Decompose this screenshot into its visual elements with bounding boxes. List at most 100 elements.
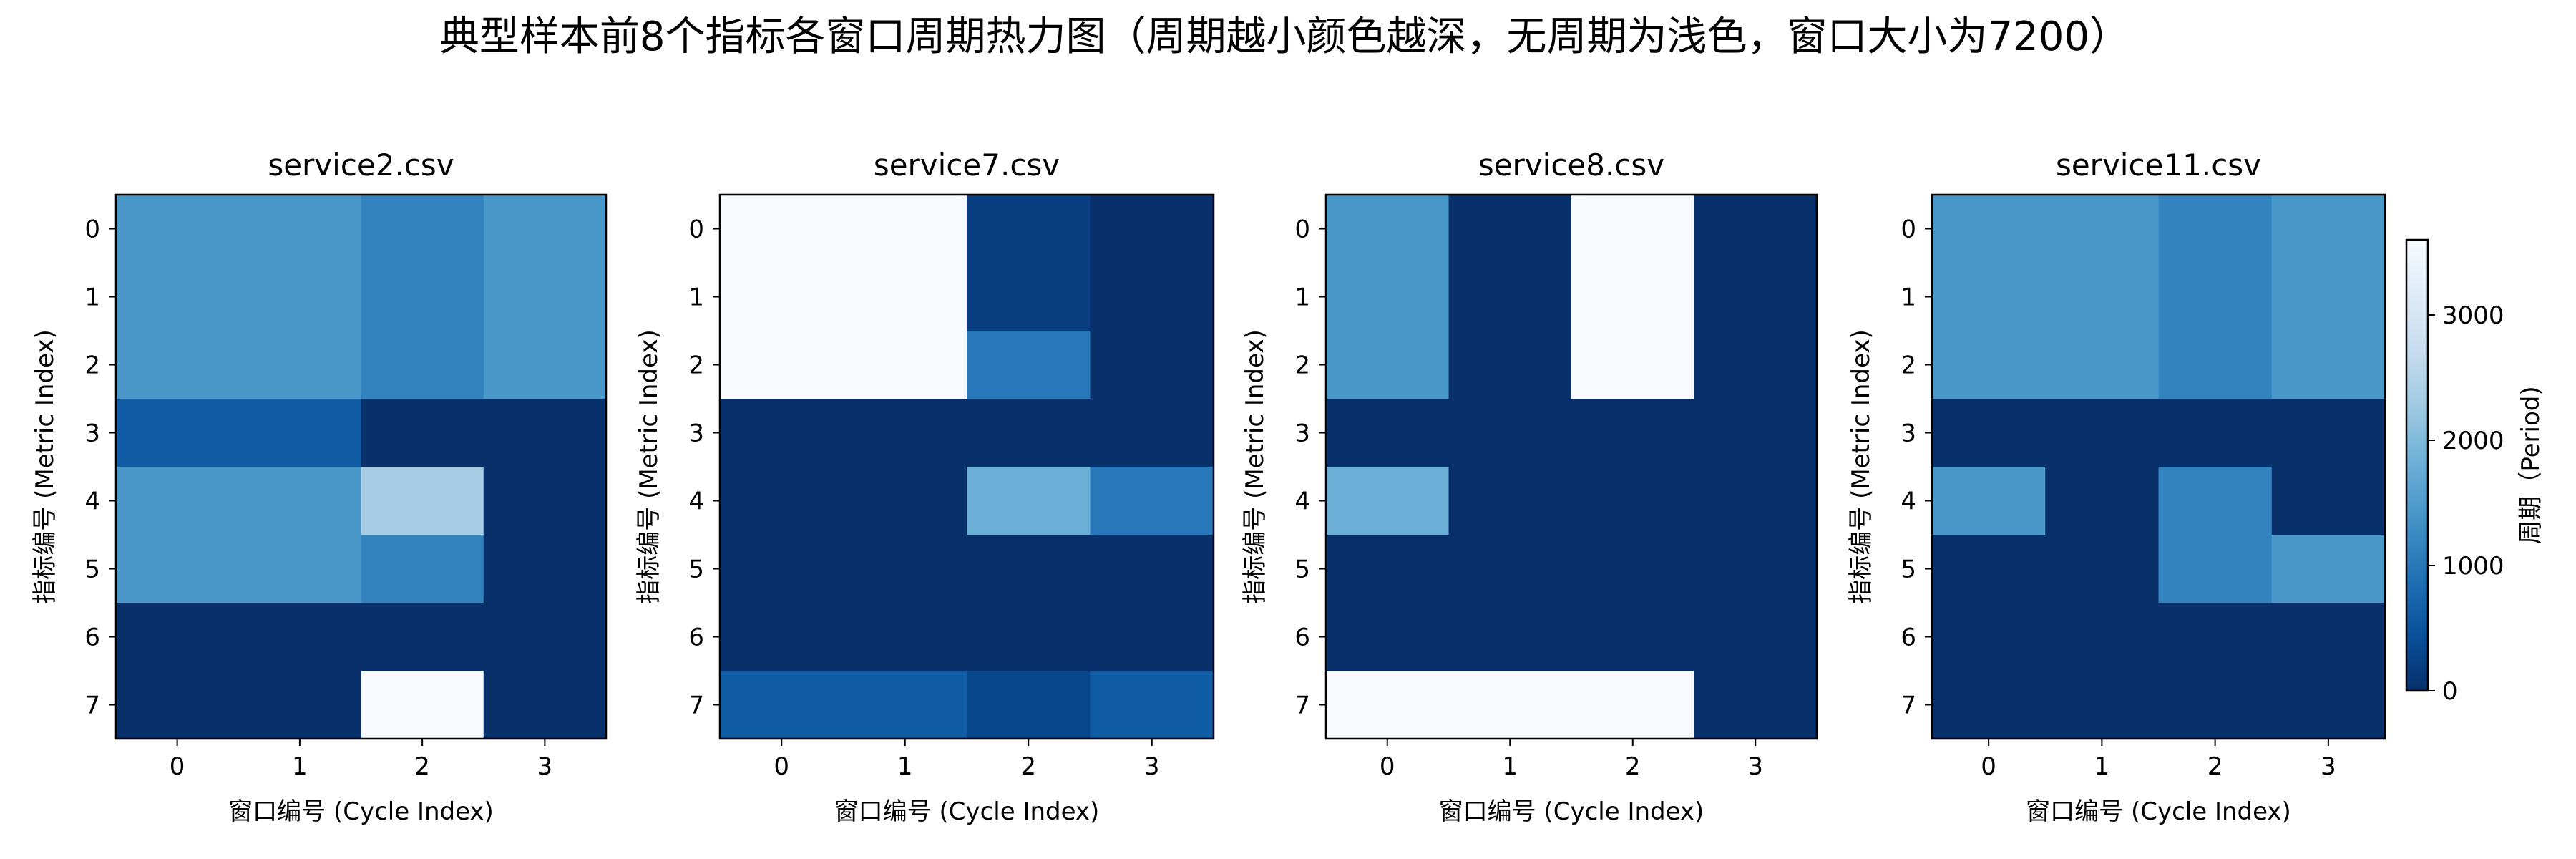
heatmap-cell [1326, 399, 1450, 467]
heatmap-cell [483, 263, 607, 331]
y-tick-label: 3 [688, 419, 704, 448]
x-tick-label: 3 [2321, 752, 2336, 781]
y-tick-label: 6 [84, 623, 100, 652]
y-tick-label: 1 [688, 283, 704, 312]
panel-title: service11.csv [2056, 147, 2261, 183]
heatmap-cell [1694, 535, 1818, 603]
x-tick-label: 1 [897, 752, 913, 781]
heatmap-cell [1932, 331, 2046, 399]
colorbar-gradient [2405, 238, 2429, 692]
heatmap-cell [1090, 331, 1214, 399]
heatmap-cell [361, 331, 484, 399]
heatmap-cell [2158, 603, 2273, 671]
x-tick-label: 3 [1144, 752, 1160, 781]
heatmap-cell [2158, 535, 2273, 603]
x-axis-label: 窗口编号 (Cycle Index) [834, 797, 1100, 826]
heatmap-cell [238, 195, 362, 263]
y-tick-label: 0 [688, 215, 704, 244]
y-tick-label: 1 [1901, 283, 1916, 312]
heatmap-cell [116, 263, 239, 331]
colorbar-tick-label: 1000 [2442, 552, 2504, 581]
heatmap-cell [2158, 671, 2273, 739]
colorbar-label: 周期（Period) [2517, 386, 2545, 544]
heatmap-cell [1448, 603, 1572, 671]
heatmap-cell [1090, 195, 1214, 263]
heatmap-cell [116, 331, 239, 399]
heatmap-cell [1448, 467, 1572, 535]
heatmap-cell [238, 263, 362, 331]
heatmap-cell [1932, 535, 2046, 603]
heatmap-cell [843, 399, 967, 467]
figure-title: 典型样本前8个指标各窗口周期热力图（周期越小颜色越深，无周期为浅色，窗口大小为7… [439, 14, 2129, 60]
heatmap-cell [1694, 603, 1818, 671]
y-tick-label: 5 [688, 555, 704, 584]
heatmap-cell [2045, 331, 2160, 399]
heatmap-cell [2271, 603, 2386, 671]
heatmap-cell [1326, 603, 1450, 671]
y-tick-label: 7 [1901, 691, 1916, 720]
heatmap-cell [843, 195, 967, 263]
heatmap-cell [843, 331, 967, 399]
heatmap-cell [1932, 263, 2046, 331]
heatmap-cell [1571, 399, 1695, 467]
colorbar-tick-label: 0 [2442, 677, 2458, 706]
heatmap-cell [720, 535, 844, 603]
y-tick-label: 0 [1901, 215, 1916, 244]
heatmap-cell [2045, 603, 2160, 671]
x-tick-label: 3 [1747, 752, 1763, 781]
heatmap-cell [1571, 671, 1695, 739]
heatmap-cell [116, 535, 239, 603]
x-axis-label: 窗口编号 (Cycle Index) [2026, 797, 2291, 826]
heatmap-cell [483, 467, 607, 535]
axes-frame [1324, 193, 1818, 740]
heatmap-cell [2271, 467, 2386, 535]
heatmap-cell [2045, 399, 2160, 467]
heatmap-cell [720, 603, 844, 671]
x-tick-label: 0 [1380, 752, 1395, 781]
heatmap-cell [483, 603, 607, 671]
heatmap-cell [2271, 671, 2386, 739]
heatmap-cell [1694, 263, 1818, 331]
heatmap-cell [967, 399, 1091, 467]
x-axis-label: 窗口编号 (Cycle Index) [1439, 797, 1704, 826]
heatmap-cell [238, 331, 362, 399]
heatmap-cell [967, 263, 1091, 331]
heatmap-cell [1326, 467, 1450, 535]
x-tick-label: 2 [2207, 752, 2223, 781]
y-tick-label: 3 [1901, 419, 1916, 448]
heatmap-cell [1932, 399, 2046, 467]
y-tick-label: 1 [84, 283, 100, 312]
heatmap-cell [483, 195, 607, 263]
colorbar-tick-label: 3000 [2442, 301, 2504, 330]
x-tick-label: 0 [170, 752, 185, 781]
heatmap-cell [116, 603, 239, 671]
heatmap-cell [361, 263, 484, 331]
heatmap-cell [1326, 671, 1450, 739]
y-tick-label: 7 [84, 691, 100, 720]
heatmap-cell [2158, 331, 2273, 399]
heatmap-cell [1326, 195, 1450, 263]
heatmap-cell [2158, 399, 2273, 467]
x-tick-label: 1 [2094, 752, 2110, 781]
heatmap-cell [1326, 331, 1450, 399]
y-tick-label: 4 [1294, 487, 1310, 516]
y-tick-label: 6 [1294, 623, 1310, 652]
x-tick-label: 3 [537, 752, 553, 781]
panel-service7-csv: service7.csv 0 1 2 3 4 5 6 7 0 1 2 3 窗口编号 (Cycle Inde… [635, 147, 1215, 826]
heatmap-cell [1090, 535, 1214, 603]
y-tick-label: 6 [688, 623, 704, 652]
heatmap-cell [483, 331, 607, 399]
y-tick-label: 5 [1901, 555, 1916, 584]
x-tick-label: 0 [1981, 752, 1996, 781]
heatmap-cell [720, 399, 844, 467]
y-tick-label: 5 [84, 555, 100, 584]
heatmap-cell [238, 399, 362, 467]
heatmap-cell [1571, 535, 1695, 603]
heatmap-cell [2158, 467, 2273, 535]
heatmap-cell [967, 195, 1091, 263]
heatmap-cell [1932, 603, 2046, 671]
x-axis-label: 窗口编号 (Cycle Index) [228, 797, 494, 826]
heatmap-cell [1694, 467, 1818, 535]
heatmap-cell [967, 467, 1091, 535]
y-tick-label: 3 [1294, 419, 1310, 448]
